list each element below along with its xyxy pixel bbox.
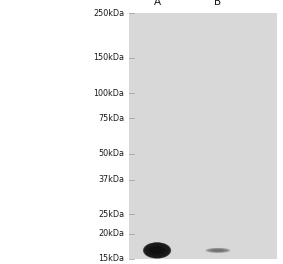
Ellipse shape [208, 248, 228, 252]
Text: 75kDa: 75kDa [98, 114, 125, 123]
Ellipse shape [210, 249, 226, 252]
Bar [129, 13, 277, 259]
Ellipse shape [149, 246, 165, 254]
Ellipse shape [207, 248, 229, 253]
Ellipse shape [211, 249, 224, 252]
Ellipse shape [147, 244, 167, 256]
Ellipse shape [144, 243, 170, 258]
Ellipse shape [143, 242, 171, 258]
Ellipse shape [145, 243, 170, 258]
Ellipse shape [144, 243, 170, 258]
Text: B: B [214, 0, 222, 7]
Text: 250kDa: 250kDa [93, 9, 125, 18]
Text: 25kDa: 25kDa [98, 210, 125, 219]
Text: 37kDa: 37kDa [98, 176, 125, 185]
Ellipse shape [211, 249, 225, 252]
Ellipse shape [143, 242, 171, 258]
Ellipse shape [146, 244, 168, 257]
Ellipse shape [149, 246, 165, 255]
Text: 100kDa: 100kDa [94, 89, 125, 98]
Text: A: A [153, 0, 161, 7]
Text: 20kDa: 20kDa [98, 229, 125, 238]
Ellipse shape [147, 244, 167, 257]
Ellipse shape [147, 244, 168, 257]
Text: 50kDa: 50kDa [98, 149, 125, 158]
Ellipse shape [149, 246, 165, 255]
Text: 15kDa: 15kDa [98, 254, 125, 263]
Ellipse shape [209, 249, 227, 252]
Ellipse shape [205, 248, 231, 253]
Ellipse shape [144, 243, 170, 258]
Ellipse shape [149, 245, 166, 256]
Ellipse shape [207, 248, 228, 252]
Ellipse shape [148, 245, 166, 256]
Ellipse shape [206, 248, 230, 253]
Ellipse shape [146, 244, 168, 257]
Text: 150kDa: 150kDa [93, 53, 125, 62]
Ellipse shape [145, 243, 169, 257]
Ellipse shape [145, 243, 169, 257]
Ellipse shape [148, 245, 166, 256]
Ellipse shape [147, 245, 167, 256]
